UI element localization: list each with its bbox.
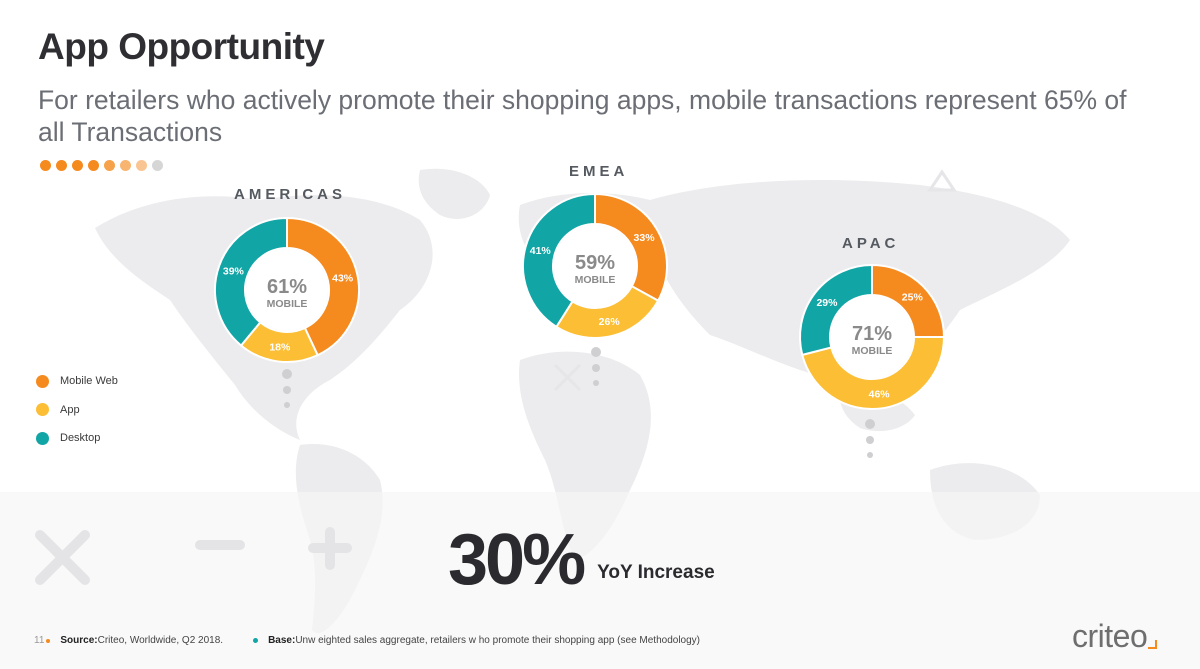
legend-item-desktop: Desktop (36, 424, 118, 453)
donut-slice-label: 29% (816, 297, 838, 309)
region-title-emea: EMEA (569, 163, 629, 180)
progress-dot (136, 160, 147, 171)
donut-slice-label: 43% (332, 273, 354, 285)
page-title: App Opportunity (38, 26, 325, 67)
criteo-logo: criteo (1072, 618, 1158, 655)
legend-label: Mobile Web (60, 375, 118, 388)
donut-slice-desktop (799, 263, 873, 357)
donut-slice-label: 26% (599, 316, 621, 328)
region-title-americas: AMERICAS (234, 186, 347, 203)
base-label: Base: (268, 635, 296, 646)
donut-slice-label: 18% (269, 342, 291, 354)
donut-slice-label: 41% (530, 245, 552, 257)
base-text: Unw eighted sales aggregate, retailers w… (295, 635, 700, 646)
donut-slice-mobile-web (594, 192, 668, 303)
donut-center-label: MOBILE (852, 345, 893, 357)
legend-swatch-desktop (36, 431, 49, 445)
progress-dot (88, 160, 99, 171)
donut-center-value: 61% (267, 276, 307, 298)
donut-chart-apac: 25% 46% 29% 71%MOBILE (799, 263, 946, 410)
donut-center-value: 71% (852, 323, 892, 345)
progress-dot (152, 160, 163, 171)
donut-center-value: 59% (575, 252, 615, 274)
logo-corner-mark (1148, 640, 1158, 649)
legend-label: Desktop (60, 432, 101, 445)
page-subtitle: For retailers who actively promote their… (38, 85, 1127, 147)
legend-label: App (60, 403, 80, 416)
donut-slice-label: 25% (902, 292, 924, 304)
page-number: 11 (34, 635, 45, 646)
footer: 11 Source: Criteo, Worldwide, Q2 2018. B… (34, 635, 700, 646)
donut-center (246, 249, 328, 331)
progress-dot (104, 160, 115, 171)
donut-slice-label: 33% (634, 232, 656, 244)
donut-slice-label: 46% (869, 389, 891, 401)
progress-dot (120, 160, 131, 171)
yoy-stat-value: 30% (448, 520, 586, 600)
donut-center-label: MOBILE (267, 298, 308, 310)
chart-legend: Mobile Web App Desktop (36, 367, 118, 453)
legend-swatch-mobile-web (36, 374, 49, 388)
legend-swatch-app (36, 403, 49, 417)
decorative-progress-dots (40, 160, 163, 171)
progress-dot (56, 160, 67, 171)
donut-chart-americas: 43% 18% 39% 61%MOBILE (214, 216, 360, 363)
donut-center (554, 225, 636, 307)
region-title-apac: APAC (842, 235, 900, 252)
progress-dot (72, 160, 83, 171)
donut-slice-label: 39% (223, 266, 245, 278)
donut-slice-mobile-web (286, 216, 360, 357)
legend-item-mobile-web: Mobile Web (36, 367, 118, 396)
map-greenland (418, 168, 490, 219)
source-label: Source: (60, 635, 98, 646)
base-bullet-icon (253, 638, 259, 643)
donut-slice-desktop (522, 192, 596, 329)
donut-slice-desktop (214, 216, 288, 347)
donut-center (831, 296, 913, 378)
yoy-stat-label: YoY Increase (597, 562, 715, 583)
donut-slice-app (801, 336, 946, 410)
page-number-dot-icon (46, 638, 51, 643)
logo-text: criteo (1072, 618, 1148, 654)
donut-chart-emea: 33% 26% 41% 59%MOBILE (522, 192, 668, 339)
legend-item-app: App (36, 396, 118, 425)
source-text: Criteo, Worldwide, Q2 2018. (97, 635, 224, 646)
yoy-stat: 30% YoY Increase (448, 522, 715, 598)
donut-center-label: MOBILE (575, 274, 616, 286)
progress-dot (40, 160, 51, 171)
